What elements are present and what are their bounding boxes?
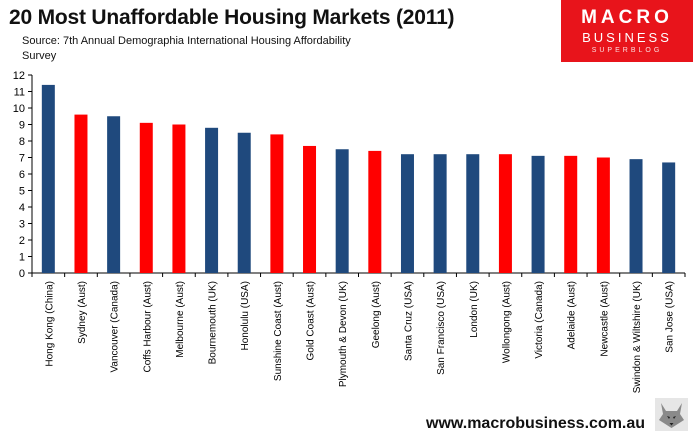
bar (107, 116, 121, 273)
bar (466, 154, 480, 273)
macrobusiness-logo: MACRO BUSINESS SUPERBLOG (561, 0, 693, 62)
bar (172, 124, 186, 273)
x-tick-label: Gold Coast (Aust) (306, 281, 317, 360)
x-tick-label: Sydney (Aust) (77, 281, 88, 344)
y-tick-label: 9 (19, 120, 25, 132)
x-tick-label: London (UK) (469, 281, 480, 338)
y-tick-label: 12 (13, 70, 25, 82)
y-tick-label: 8 (19, 136, 25, 148)
source-note: Source: 7th Annual Demographia Internati… (22, 35, 351, 62)
bar (303, 145, 317, 273)
y-tick-label: 4 (19, 202, 25, 214)
wolf-icon (655, 398, 688, 431)
bar (335, 149, 349, 273)
bar (629, 159, 643, 273)
bar (433, 154, 447, 273)
x-tick-label: Hong Kong (China) (44, 281, 55, 367)
x-tick-label: Coffs Harbour (Aust) (142, 281, 153, 373)
footer-url: www.macrobusiness.com.au (426, 415, 646, 432)
bar (237, 132, 251, 273)
y-tick-label: 6 (19, 169, 25, 181)
x-tick-label: Geelong (Aust) (371, 281, 382, 348)
bar (662, 162, 676, 273)
y-tick-label: 0 (19, 268, 25, 280)
x-tick-label: Wollongong (Aust) (501, 281, 512, 363)
x-tick-label: Bournemouth (UK) (208, 281, 219, 364)
x-tick-label: San Francisco (USA) (436, 281, 447, 375)
bar (270, 134, 284, 273)
chart-title: 20 Most Unaffordable Housing Markets (20… (9, 6, 455, 29)
x-tick-label: Adelaide (Aust) (567, 281, 578, 349)
bar (205, 127, 219, 273)
y-tick-label: 1 (19, 252, 25, 264)
x-tick-label: Melbourne (Aust) (175, 281, 186, 358)
y-tick-label: 10 (13, 103, 25, 115)
x-tick-label: Santa Cruz (USA) (403, 281, 414, 361)
bar (596, 157, 610, 273)
x-tick-label: San Jose (USA) (665, 281, 676, 353)
bar (139, 122, 153, 273)
y-tick-label: 7 (19, 153, 25, 165)
x-tick-label: Plymouth & Devon (UK) (338, 281, 349, 387)
y-tick-label: 5 (19, 186, 25, 198)
logo-line-superblog: SUPERBLOG (591, 47, 663, 54)
bar (368, 150, 382, 273)
x-tick-label: Honolulu (USA) (240, 281, 251, 350)
bar (498, 154, 512, 273)
y-tick-label: 3 (19, 219, 25, 231)
x-tick-label: Swindon & Wiltshire (UK) (632, 281, 643, 393)
logo-line-business: BUSINESS (582, 30, 672, 45)
bar (564, 155, 578, 273)
bar (400, 154, 414, 273)
x-tick-label: Vancouver (Canada) (110, 281, 121, 373)
x-tick-label: Newcastle (Aust) (599, 281, 610, 357)
logo-line-macro: MACRO (581, 7, 673, 28)
x-tick-label: Sunshine Coast (Aust) (273, 281, 284, 381)
bar (74, 114, 88, 273)
y-tick-label: 11 (14, 87, 25, 99)
bar (41, 84, 55, 274)
bar (531, 155, 545, 273)
y-tick-label: 2 (19, 235, 25, 247)
x-tick-label: Victoria (Canada) (534, 281, 545, 359)
